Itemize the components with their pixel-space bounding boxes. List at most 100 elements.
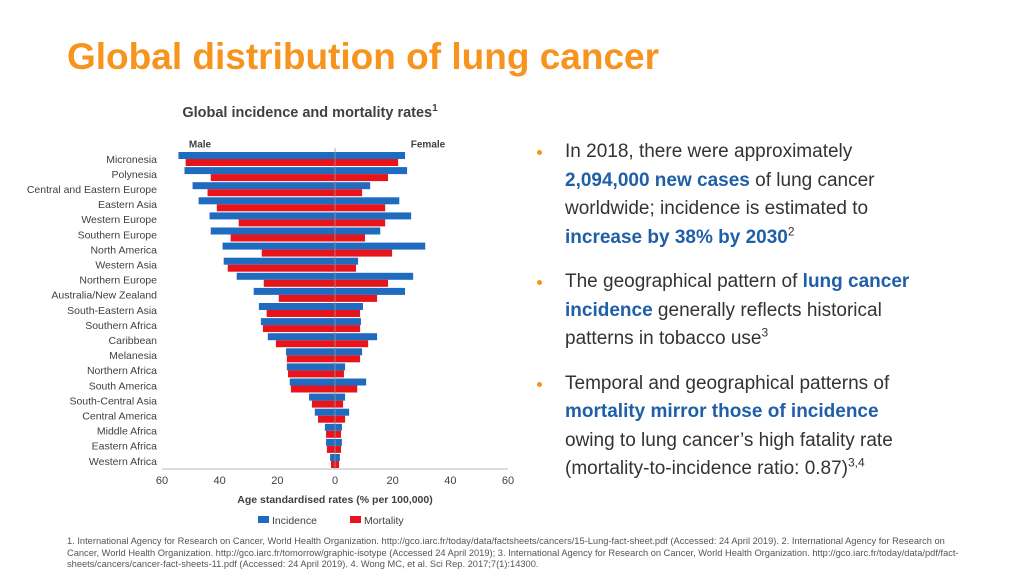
- citation: 3,4: [848, 455, 865, 470]
- bullet: In 2018, there were approximately 2,094,…: [537, 138, 920, 252]
- category-label: North America: [90, 244, 157, 256]
- bar: [290, 385, 335, 393]
- bar: [335, 423, 342, 431]
- bullet-text: generally reflects historical patterns i…: [565, 299, 882, 350]
- bullet-text: lung cancer incidence: [565, 271, 910, 321]
- bullet-text: 2,094,000 new cases: [565, 169, 750, 191]
- bar: [335, 310, 361, 317]
- bar: [335, 174, 389, 182]
- category-label: Western Europe: [81, 214, 157, 226]
- category-label: Western Asia: [95, 259, 157, 271]
- bar: [335, 303, 363, 310]
- bar: [222, 242, 335, 250]
- bullet-text: In 2018, there were approximately: [565, 141, 853, 162]
- bar: [330, 461, 335, 468]
- bar: [335, 318, 361, 326]
- x-tick-label: 20: [271, 475, 283, 487]
- category-label: Eastern Africa: [92, 441, 158, 453]
- category-label: South-Eastern Asia: [67, 305, 157, 317]
- bar: [216, 204, 335, 212]
- category-label: Western Africa: [89, 456, 157, 468]
- bullet-text: The geographical pattern of: [565, 271, 803, 292]
- category-label: Polynesia: [111, 169, 157, 181]
- bar: [238, 219, 335, 227]
- bar: [286, 355, 335, 363]
- category-label: Central America: [82, 410, 157, 422]
- x-tick-label: 40: [214, 475, 226, 487]
- bar: [335, 333, 378, 341]
- x-axis-label: Age standardised rates (% per 100,000): [237, 494, 433, 506]
- bar: [275, 340, 335, 348]
- slide-title: Global distribution of lung cancer: [67, 36, 660, 77]
- bar: [209, 212, 335, 220]
- bar: [223, 257, 335, 265]
- bar: [335, 340, 369, 348]
- bar: [335, 234, 365, 242]
- chart-title-text: Global incidence and mortality rates: [182, 105, 432, 121]
- bar: [227, 264, 335, 272]
- bar: [335, 370, 344, 378]
- category-label: Northern Europe: [79, 275, 157, 287]
- bar: [335, 279, 389, 287]
- bar: [335, 445, 342, 453]
- side-label: Male: [189, 140, 212, 151]
- x-tick-label: 20: [387, 475, 399, 487]
- bar: [230, 234, 335, 242]
- bar: [210, 174, 335, 182]
- legend-swatch: [258, 516, 269, 523]
- x-tick-label: 0: [332, 475, 338, 487]
- bar: [335, 159, 399, 166]
- bar: [236, 272, 335, 280]
- category-label: Melanesia: [109, 350, 157, 362]
- bar: [335, 249, 393, 257]
- bullet-text: mortality mirror those of incidence: [565, 401, 879, 422]
- bar: [324, 423, 335, 431]
- bar: [335, 348, 363, 356]
- bar: [335, 363, 346, 371]
- citation: 3: [761, 325, 769, 340]
- bullet-text: increase by 38% by 2030: [565, 226, 788, 248]
- bar: [261, 249, 335, 257]
- x-tick-label: 40: [444, 475, 456, 487]
- category-label: South-Central Asia: [69, 395, 157, 407]
- bar: [326, 445, 335, 453]
- category-label: Micronesia: [106, 154, 157, 166]
- bar: [210, 227, 335, 235]
- bar: [326, 438, 335, 446]
- bar: [317, 415, 335, 423]
- bar: [335, 167, 408, 175]
- bar: [335, 355, 361, 363]
- bar: [335, 182, 371, 190]
- bar: [262, 325, 335, 333]
- bar: [335, 325, 361, 333]
- bar: [289, 378, 335, 386]
- bar: [335, 152, 406, 159]
- category-label: South America: [89, 380, 157, 392]
- bullet-marker: [537, 280, 542, 285]
- bar: [335, 461, 340, 468]
- bar: [335, 287, 406, 295]
- x-tick-label: 60: [156, 475, 168, 487]
- bar: [285, 348, 335, 356]
- bullet: The geographical pattern of lung cancer …: [537, 268, 920, 354]
- citation: 2: [787, 224, 795, 239]
- bar: [335, 400, 344, 408]
- chart-title: Global incidence and mortality rates1: [182, 103, 438, 121]
- bar: [335, 378, 367, 386]
- bar: [335, 393, 346, 401]
- bullet-list: In 2018, there were approximately 2,094,…: [537, 138, 937, 500]
- bar: [335, 204, 386, 212]
- bar: [335, 430, 342, 438]
- category-label: Central and Eastern Europe: [27, 184, 157, 196]
- bar: [335, 438, 342, 446]
- category-label: Southern Europe: [78, 229, 158, 241]
- bar: [335, 219, 386, 227]
- bar: [192, 182, 335, 190]
- bar: [260, 318, 335, 326]
- bar: [207, 189, 335, 197]
- x-tick-label: 60: [502, 475, 514, 487]
- bar: [335, 385, 358, 393]
- bullet-text: Temporal and geographical patterns of: [565, 372, 890, 394]
- chart: Global incidence and mortality rates1 Ag…: [27, 103, 514, 527]
